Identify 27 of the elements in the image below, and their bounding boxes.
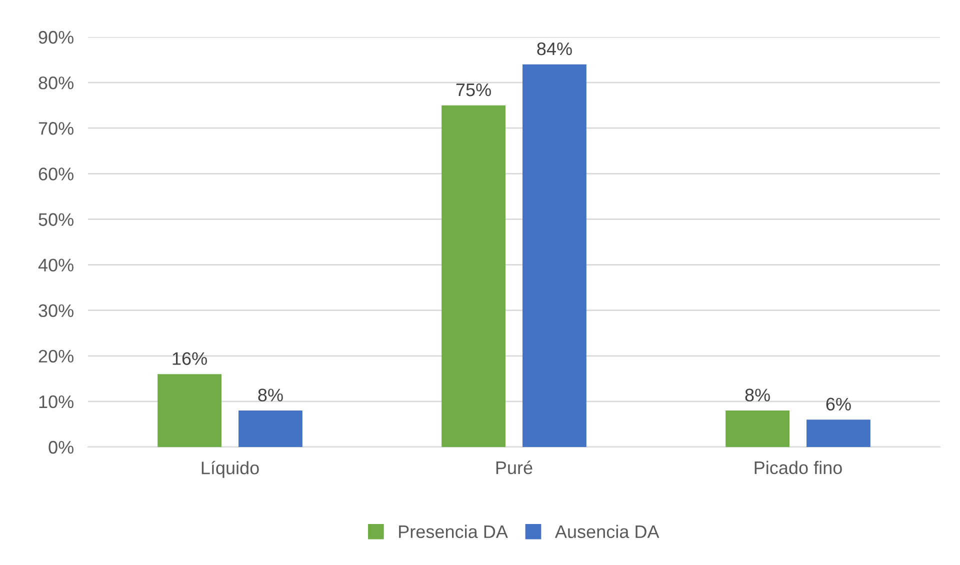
legend-label: Ausencia DA [554,524,660,538]
bar [726,410,790,447]
y-tick-label: 70% [38,122,74,135]
y-tick-label: 10% [39,395,74,408]
data-label: 84% [537,42,572,56]
y-tick-label: 20% [38,350,74,363]
data-label: 8% [258,388,283,402]
data-label: 8% [745,388,770,402]
data-label: 16% [172,352,207,365]
data-label: 75% [456,84,491,96]
y-tick-label: 0% [48,440,74,454]
bar [238,410,302,447]
bar [442,105,506,447]
x-tick-label: Picado fino [754,460,842,474]
bar [522,64,586,447]
y-tick-label: 40% [38,258,74,272]
legend-label: Presencia DA [399,524,508,538]
bar [806,420,870,447]
x-tick-label: Líquido [202,460,259,478]
y-tick-label: 30% [38,304,74,318]
y-tick-label: 60% [38,168,74,180]
bar [158,374,222,447]
y-tick-label: 80% [38,76,74,90]
y-tick-label: 50% [38,213,74,226]
x-tick-label: Puré [496,460,532,474]
data-label: 6% [826,398,851,411]
y-tick-label: 90% [38,30,74,44]
